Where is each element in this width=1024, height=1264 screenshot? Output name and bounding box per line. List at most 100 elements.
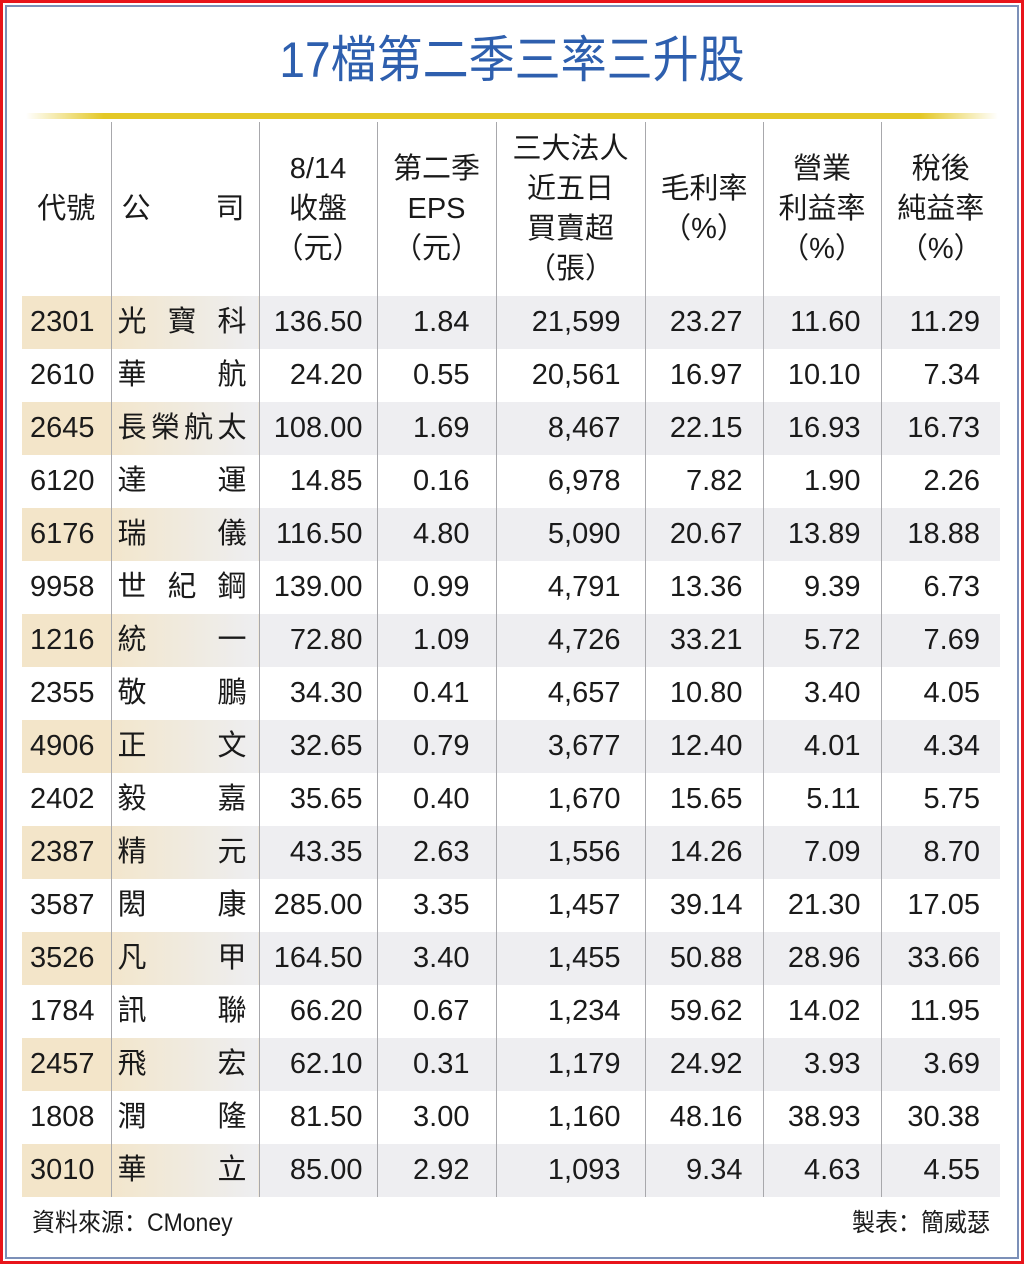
company-name: 達運 xyxy=(110,455,259,508)
close-price: 66.20 xyxy=(258,985,377,1038)
gross-margin: 33.21 xyxy=(644,614,763,667)
q2-eps: 3.00 xyxy=(376,1091,496,1144)
table-row: 2457 飛宏 62.10 0.31 1,179 24.92 3.93 3.69 xyxy=(22,1038,1000,1091)
close-price: 116.50 xyxy=(258,508,377,561)
stock-code: 2645 xyxy=(22,402,111,455)
institutional-net: 4,791 xyxy=(495,561,645,614)
q2-eps: 1.09 xyxy=(376,614,496,667)
table-row: 1784 訊聯 66.20 0.67 1,234 59.62 14.02 11.95 xyxy=(22,985,1000,1038)
close-price: 108.00 xyxy=(258,402,377,455)
operating-margin: 16.93 xyxy=(762,402,881,455)
net-margin: 8.70 xyxy=(880,826,1000,879)
table-row: 2402 毅嘉 35.65 0.40 1,670 15.65 5.11 5.75 xyxy=(22,773,1000,826)
stock-code: 4906 xyxy=(22,720,111,773)
net-margin: 7.34 xyxy=(880,349,1000,402)
q2-eps: 0.16 xyxy=(376,455,496,508)
stock-code: 1784 xyxy=(30,995,95,1027)
net-margin: 30.38 xyxy=(880,1091,1000,1144)
operating-margin: 13.89 xyxy=(762,508,881,561)
operating-margin: 4.63 xyxy=(762,1144,881,1197)
operating-margin: 9.39 xyxy=(762,561,881,614)
institutional-net: 1,455 xyxy=(495,932,645,985)
close-price: 139.00 xyxy=(258,561,377,614)
close-price: 85.00 xyxy=(258,1144,377,1197)
table-row: 3010 華立 85.00 2.92 1,093 9.34 4.63 4.55 xyxy=(22,1144,1000,1197)
q2-eps: 2.63 xyxy=(376,826,496,879)
header-row: 代號 公 司 8/14 收盤 （元） 第二季 EPS （元） 三大法人 近五日 xyxy=(22,122,1000,296)
table-row: 2355 敬鵬 34.30 0.41 4,657 10.80 3.40 4.05 xyxy=(22,667,1000,720)
table-row: 2301 光寶科 136.50 1.84 21,599 23.27 11.60 11.29 xyxy=(22,296,1000,349)
table-row: 1808 潤隆 81.50 3.00 1,160 48.16 38.93 30.38 xyxy=(22,1091,1000,1144)
company-name: 正文 xyxy=(110,720,259,773)
gross-margin: 48.16 xyxy=(644,1091,763,1144)
q2-eps: 4.80 xyxy=(376,508,496,561)
header-company: 公 司 xyxy=(110,122,259,296)
gross-margin: 24.92 xyxy=(644,1038,763,1091)
q2-eps: 0.31 xyxy=(376,1038,496,1091)
company-name: 華立 xyxy=(110,1144,259,1197)
institutional-net: 3,677 xyxy=(495,720,645,773)
gross-margin: 22.15 xyxy=(644,402,763,455)
close-price: 62.10 xyxy=(258,1038,377,1091)
company-name: 凡甲 xyxy=(110,932,259,985)
institutional-net: 20,561 xyxy=(495,349,645,402)
operating-margin: 21.30 xyxy=(762,879,881,932)
close-price: 32.65 xyxy=(258,720,377,773)
institutional-net: 1,093 xyxy=(495,1144,645,1197)
q2-eps: 0.99 xyxy=(376,561,496,614)
company-name: 光寶科 xyxy=(110,296,259,349)
table-row: 3587 閎康 285.00 3.35 1,457 39.14 21.30 17.05 xyxy=(22,879,1000,932)
institutional-net: 4,657 xyxy=(495,667,645,720)
institutional-net: 1,234 xyxy=(495,985,645,1038)
stock-code: 2355 xyxy=(30,677,95,709)
operating-margin: 14.02 xyxy=(762,985,881,1038)
net-margin: 17.05 xyxy=(880,879,1000,932)
q2-eps: 3.40 xyxy=(376,932,496,985)
institutional-net: 8,467 xyxy=(495,402,645,455)
company-name: 華航 xyxy=(110,349,259,402)
net-margin: 5.75 xyxy=(880,773,1000,826)
q2-eps: 2.92 xyxy=(376,1144,496,1197)
operating-margin: 1.90 xyxy=(762,455,881,508)
close-price: 34.30 xyxy=(258,667,377,720)
institutional-net: 6,978 xyxy=(495,455,645,508)
net-margin: 11.95 xyxy=(880,985,1000,1038)
institutional-net: 1,457 xyxy=(495,879,645,932)
net-margin: 7.69 xyxy=(880,614,1000,667)
gross-margin: 12.40 xyxy=(644,720,763,773)
net-margin: 4.55 xyxy=(880,1144,1000,1197)
q2-eps: 1.84 xyxy=(376,296,496,349)
header-operating-margin: 營業 利益率 （%） xyxy=(762,122,881,296)
net-margin: 18.88 xyxy=(880,508,1000,561)
close-price: 43.35 xyxy=(258,826,377,879)
stock-code: 3587 xyxy=(30,889,95,921)
gross-margin: 39.14 xyxy=(644,879,763,932)
net-margin: 33.66 xyxy=(880,932,1000,985)
operating-margin: 5.72 xyxy=(762,614,881,667)
gross-margin: 23.27 xyxy=(644,296,763,349)
stock-code: 2610 xyxy=(30,359,95,391)
close-price: 24.20 xyxy=(258,349,377,402)
operating-margin: 5.11 xyxy=(762,773,881,826)
net-margin: 6.73 xyxy=(880,561,1000,614)
company-name: 毅嘉 xyxy=(110,773,259,826)
stock-code: 1216 xyxy=(22,614,111,667)
table-row: 6176 瑞儀 116.50 4.80 5,090 20.67 13.89 18.88 xyxy=(22,508,1000,561)
institutional-net: 5,090 xyxy=(495,508,645,561)
company-name: 閎康 xyxy=(110,879,259,932)
operating-margin: 10.10 xyxy=(762,349,881,402)
close-price: 164.50 xyxy=(258,932,377,985)
operating-margin: 7.09 xyxy=(762,826,881,879)
company-name: 飛宏 xyxy=(110,1038,259,1091)
institutional-net: 1,556 xyxy=(495,826,645,879)
q2-eps: 0.41 xyxy=(376,667,496,720)
page-title: 17檔第二季三率三升股 xyxy=(279,32,745,88)
title-divider xyxy=(26,113,998,119)
stock-code: 2301 xyxy=(22,296,111,349)
close-price: 35.65 xyxy=(258,773,377,826)
header-gross-margin: 毛利率 （%） xyxy=(644,122,763,296)
table-row: 6120 達運 14.85 0.16 6,978 7.82 1.90 2.26 xyxy=(22,455,1000,508)
table-row: 2387 精元 43.35 2.63 1,556 14.26 7.09 8.70 xyxy=(22,826,1000,879)
close-price: 14.85 xyxy=(258,455,377,508)
operating-margin: 3.93 xyxy=(762,1038,881,1091)
